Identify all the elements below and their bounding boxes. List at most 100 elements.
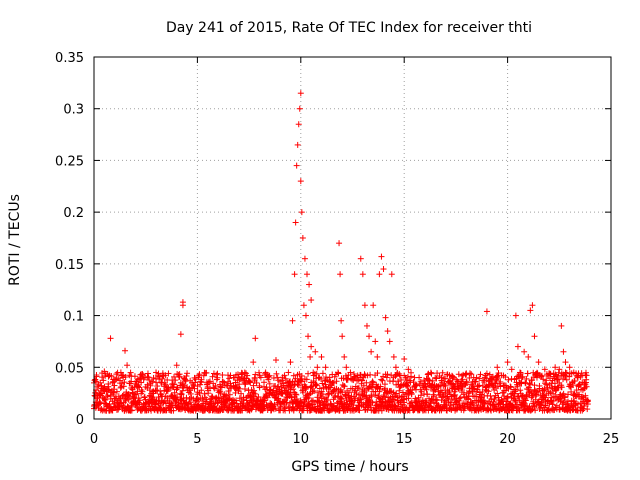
data-point-baseline [290, 386, 297, 393]
data-point-baseline [134, 404, 141, 411]
data-point [401, 356, 408, 363]
data-point-baseline [460, 391, 467, 398]
data-point-baseline [342, 391, 349, 398]
data-point [300, 302, 307, 309]
data-point [452, 380, 459, 387]
data-point-baseline [378, 376, 385, 383]
data-point-baseline [232, 389, 239, 396]
axis-ticks [93, 56, 612, 420]
data-point-baseline [564, 391, 571, 398]
data-point [122, 347, 129, 354]
data-point-baseline [550, 397, 557, 404]
data-point [301, 255, 308, 262]
data-point-baseline [495, 370, 502, 377]
data-point-baseline [227, 372, 234, 379]
data-point-baseline [183, 373, 190, 380]
data-point [246, 378, 253, 385]
data-point-baseline [458, 372, 465, 379]
data-point-baseline [462, 371, 469, 378]
data-point-baseline [584, 397, 591, 404]
data-point [190, 381, 197, 388]
data-point-baseline [253, 379, 260, 386]
data-point-baseline [109, 407, 116, 414]
x-tick-label: 25 [603, 432, 620, 447]
data-point-baseline [529, 377, 536, 384]
data-point-baseline [236, 385, 243, 392]
data-point-baseline [172, 377, 179, 384]
data-point [448, 384, 455, 391]
data-point [179, 302, 186, 309]
data-point [97, 379, 104, 386]
y-tick-labels: 0 0.05 0.1 0.15 0.2 0.25 0.3 0.35 [55, 51, 84, 428]
data-point [277, 378, 284, 385]
data-point [405, 366, 412, 373]
data-point-baseline [339, 389, 346, 396]
data-point [215, 387, 222, 394]
data-point-baseline [136, 397, 143, 404]
data-point-baseline [263, 384, 270, 391]
data-point [169, 380, 176, 387]
data-point [343, 364, 350, 371]
data-point-baseline [176, 371, 183, 378]
data-point-baseline [227, 380, 234, 387]
data-point [250, 359, 257, 366]
data-point-baseline [564, 398, 571, 405]
data-point-baseline [480, 397, 487, 404]
data-point-baseline [404, 373, 411, 380]
data-point [322, 364, 329, 371]
data-point-baseline [285, 405, 292, 412]
data-point [473, 374, 480, 381]
data-point-baseline [293, 391, 300, 398]
data-point [363, 322, 370, 329]
data-point-baseline [265, 373, 272, 380]
data-point-baseline [582, 392, 589, 399]
data-point-baseline [91, 377, 98, 384]
data-point [421, 384, 428, 391]
data-point-baseline [412, 395, 419, 402]
data-point [241, 386, 248, 393]
data-point-baseline [538, 372, 545, 379]
data-point [252, 335, 259, 342]
data-point-baseline [301, 399, 308, 406]
data-point [326, 374, 333, 381]
data-point [210, 370, 217, 377]
data-point [296, 105, 303, 112]
data-point-baseline [178, 391, 185, 398]
data-point-baseline [543, 377, 550, 384]
data-point [570, 369, 577, 376]
data-point [531, 333, 538, 340]
data-point [545, 370, 552, 377]
data-point-baseline [251, 374, 258, 381]
data-point-baseline [147, 382, 154, 389]
data-point-baseline [187, 390, 194, 397]
data-point-baseline [355, 385, 362, 392]
data-point-baseline [560, 376, 567, 383]
data-point-baseline [244, 372, 251, 379]
data-point-baseline [292, 391, 299, 398]
data-point [204, 383, 211, 390]
x-tick-label: 20 [499, 432, 516, 447]
data-point-baseline [219, 371, 226, 378]
data-point [380, 266, 387, 273]
data-point-baseline [519, 373, 526, 380]
data-point-baseline [141, 393, 148, 400]
data-point [148, 378, 155, 385]
data-point-baseline [184, 370, 191, 377]
data-point-baseline [295, 382, 302, 389]
data-point [293, 162, 300, 169]
data-point-baseline [264, 394, 271, 401]
data-point [525, 353, 532, 360]
data-point-baseline [357, 396, 364, 403]
data-point [355, 376, 362, 383]
data-point-baseline [308, 398, 315, 405]
data-point-baseline [442, 375, 449, 382]
data-point-baseline [375, 392, 382, 399]
data-point [308, 343, 315, 350]
y-tick-label: 0.35 [55, 51, 84, 66]
data-point-baseline [307, 384, 314, 391]
data-point-baseline [546, 371, 553, 378]
data-point [335, 369, 342, 376]
data-point-baseline [162, 372, 169, 379]
data-point [316, 374, 323, 381]
data-point [336, 240, 343, 247]
